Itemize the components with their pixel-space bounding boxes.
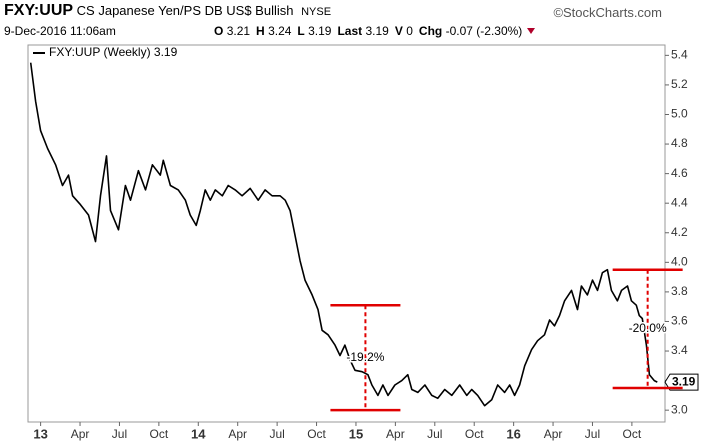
quote-label: Chg: [418, 24, 443, 38]
quote-label: Last: [337, 24, 363, 38]
y-tick-label: 3.4: [671, 343, 688, 357]
quote-value: 3.19: [308, 24, 332, 38]
y-tick-label: 5.4: [671, 48, 688, 62]
x-tick-label: Oct: [623, 427, 642, 441]
x-tick-label: Apr: [386, 427, 405, 441]
y-tick-label: 5.0: [671, 107, 688, 121]
quote-label: O: [214, 24, 224, 38]
date: 9-Dec-2016 11:06am: [4, 24, 116, 38]
x-tick-label: Jul: [112, 427, 127, 441]
y-tick-label: 3.0: [671, 402, 688, 416]
quote-label: H: [256, 24, 265, 38]
quote-value: -0.07: [445, 24, 473, 38]
y-tick-label: 3.8: [671, 284, 688, 298]
x-tick-label: 13: [33, 426, 47, 441]
quote-value: 3.24: [268, 24, 292, 38]
x-tick-label: Apr: [228, 427, 247, 441]
credit: ©StockCharts.com: [553, 5, 662, 20]
quote-label: V: [394, 24, 403, 38]
annotation-label: -20.0%: [629, 321, 667, 335]
legend-text: FXY:UUP (Weekly) 3.19: [49, 45, 178, 59]
legend-value: 3.19: [154, 45, 178, 59]
x-tick-label: Oct: [307, 427, 326, 441]
quote-label: L: [297, 24, 305, 38]
change-percent: (-2.30%): [476, 24, 523, 38]
down-arrow: [527, 28, 536, 34]
quote-value: 0: [406, 24, 413, 38]
plot-area: [27, 44, 666, 423]
exchange: NYSE: [301, 6, 332, 18]
x-tick-label: Jul: [269, 427, 284, 441]
x-tick-label: Apr: [544, 427, 563, 441]
security-name: CS Japanese Yen/PS DB US$ Bullish: [76, 3, 294, 18]
x-tick-label: Jul: [427, 427, 442, 441]
price-line: [29, 62, 658, 407]
header-line: FXY:UUP CS Japanese Yen/PS DB US$ Bullis…: [4, 2, 331, 20]
x-tick-label: 16: [506, 426, 520, 441]
quote-value: 3.19: [365, 24, 389, 38]
x-tick-label: Apr: [71, 427, 90, 441]
y-tick-label: 4.2: [671, 225, 688, 239]
legend-name: FXY:UUP (Weekly): [49, 45, 151, 59]
x-tick-label: 15: [349, 426, 363, 441]
symbol: FXY:UUP: [4, 2, 74, 19]
y-tick-label: 4.4: [671, 195, 688, 209]
y-tick-label: 4.6: [671, 166, 688, 180]
y-tick-label: 3.6: [671, 314, 688, 328]
price-tag-label: 3.19: [672, 374, 696, 388]
y-tick-label: 4.0: [671, 255, 688, 269]
quote-value: 3.21: [226, 24, 251, 38]
y-tick-label: 5.2: [671, 77, 688, 91]
annotation-label: -19.2%: [346, 350, 384, 364]
x-tick-label: Jul: [585, 427, 600, 441]
x-tick-label: 14: [191, 426, 206, 441]
y-tick-label: 4.8: [671, 136, 688, 150]
x-tick-label: Oct: [465, 427, 484, 441]
quote: O 3.21 H 3.24 L 3.19 Last 3.19 V 0 Chg -0.07 …: [208, 24, 536, 38]
x-tick-label: Oct: [150, 427, 169, 441]
